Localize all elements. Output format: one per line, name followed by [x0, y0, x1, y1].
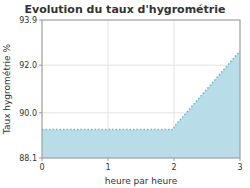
y-tick	[39, 20, 42, 21]
plot-frame	[42, 20, 240, 158]
area-fill	[42, 51, 240, 158]
line	[42, 51, 240, 130]
chart-svg: 88.1 90.0 92.0 93.9 0 1 2 3 heure par heure Taux …	[0, 0, 250, 188]
x-tick	[108, 158, 109, 161]
y-axis-label: Taux hygrométrie %	[2, 43, 12, 135]
y-tick-label: 88.1	[19, 154, 37, 163]
y-grid-line	[42, 65, 240, 66]
axes: 88.1 90.0 92.0 93.9 0 1 2 3	[19, 16, 242, 172]
x-tick-label: 3	[237, 163, 242, 172]
grid	[42, 20, 240, 158]
y-tick-label: 93.9	[19, 16, 37, 25]
y-tick-label: 90.0	[19, 109, 37, 118]
x-axis-label: heure par heure	[105, 176, 178, 186]
x-tick-label: 1	[105, 163, 110, 172]
title: Evolution du taux d'hygrométrie	[25, 3, 226, 16]
x-tick-label: 0	[39, 163, 44, 172]
x-tick	[42, 158, 43, 161]
y-tick	[39, 65, 42, 66]
plot-area	[42, 51, 240, 158]
x-tick-label: 2	[171, 163, 176, 172]
y-tick	[39, 112, 42, 113]
x-tick	[240, 158, 241, 161]
chart-container: 88.1 90.0 92.0 93.9 0 1 2 3 heure par heure Taux …	[0, 0, 250, 188]
y-tick-label: 92.0	[19, 61, 37, 70]
x-tick	[174, 158, 175, 161]
